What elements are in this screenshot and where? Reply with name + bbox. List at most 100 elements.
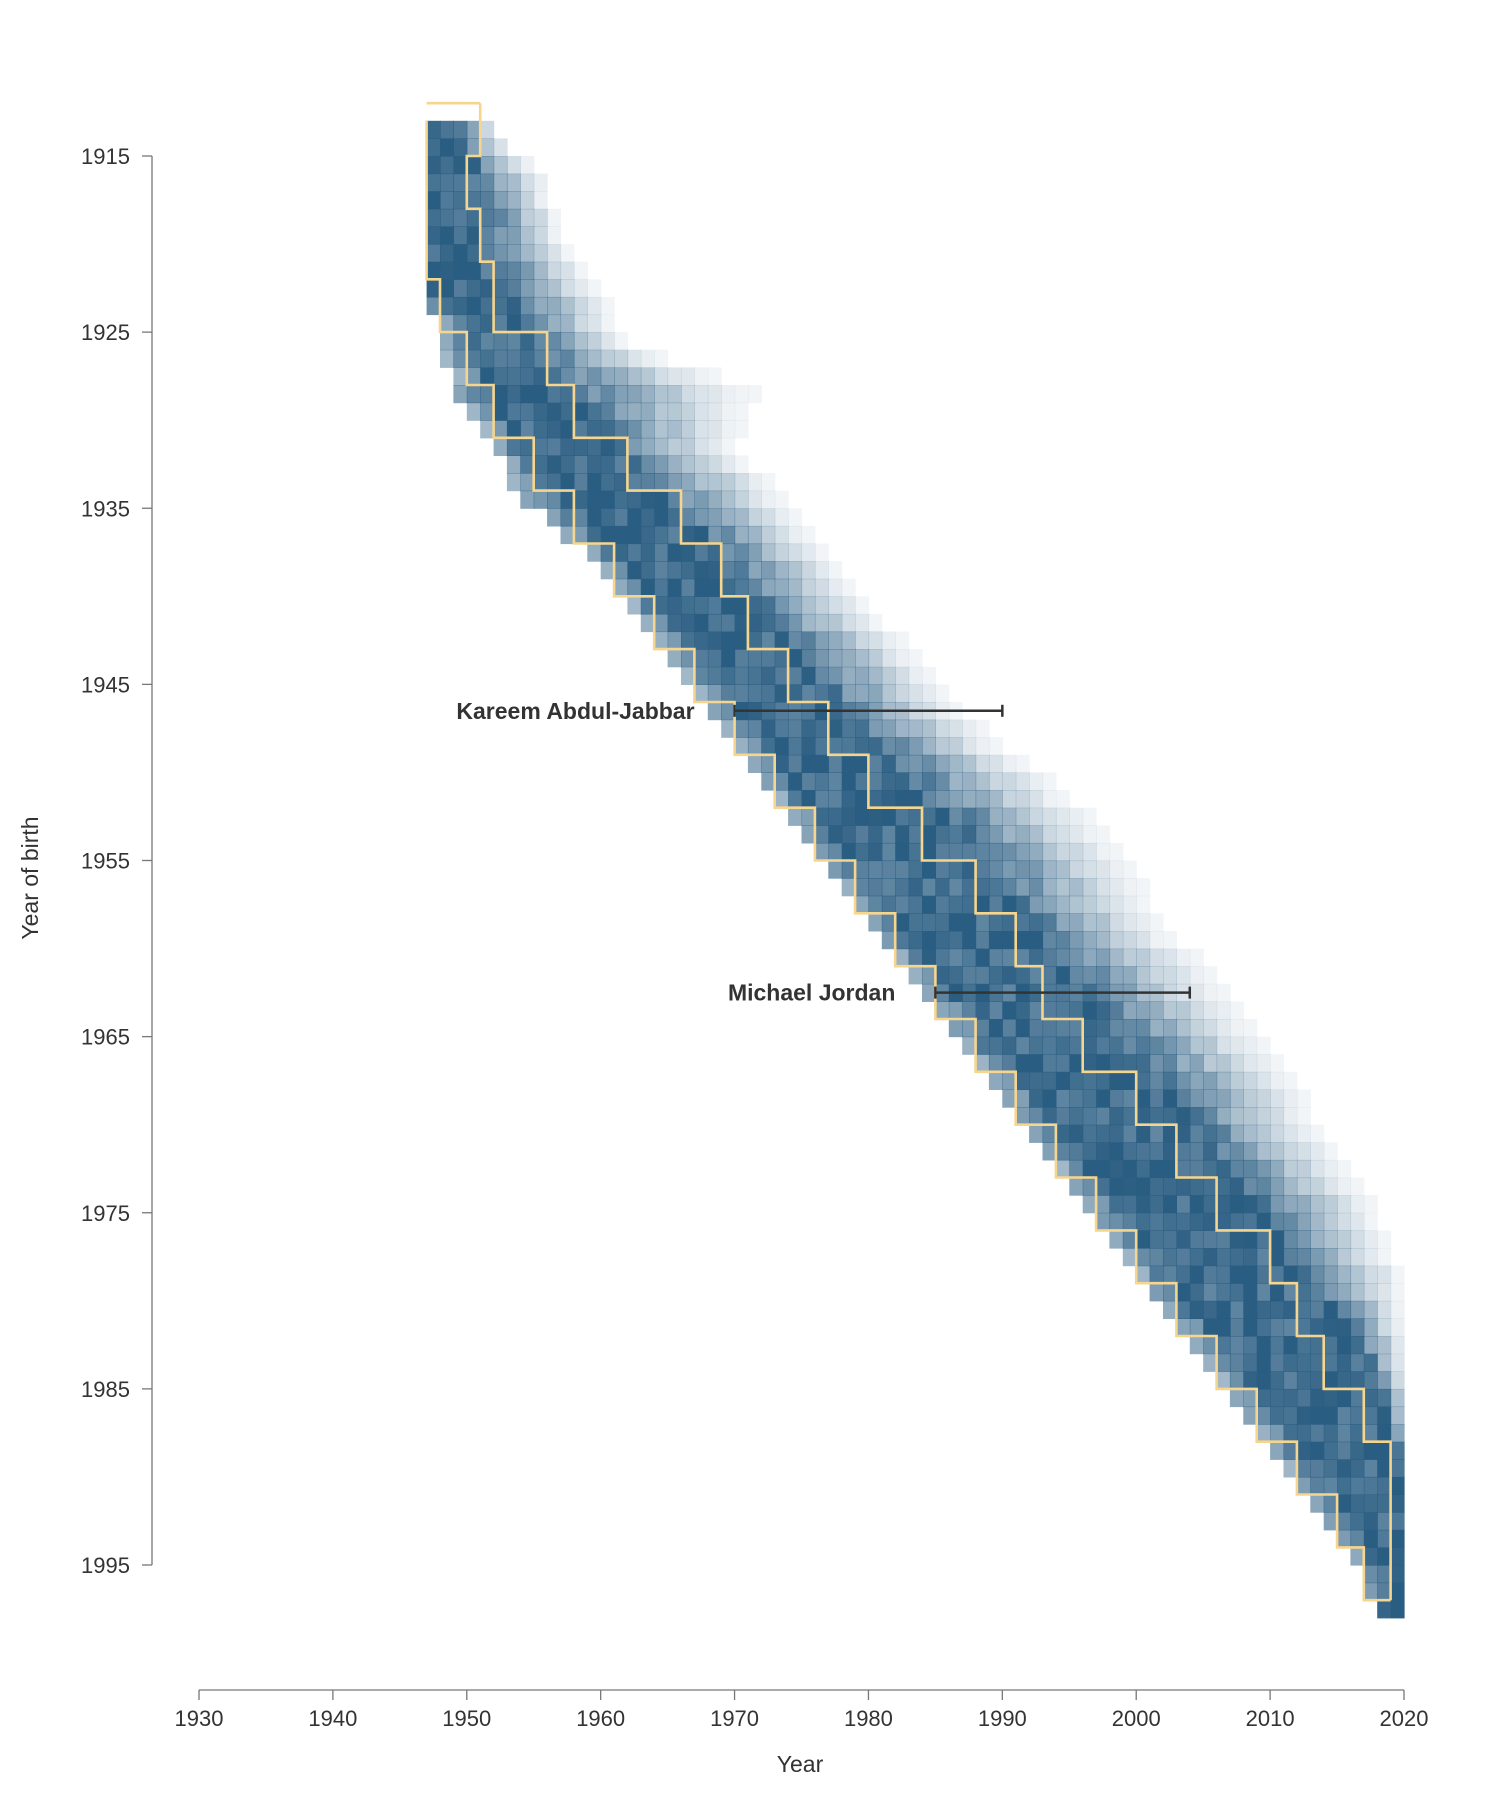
heat-cell [1203,1212,1218,1231]
heat-cell [1296,1318,1311,1337]
heat-cell [1363,1565,1378,1584]
heat-cell [881,737,896,756]
heat-cell [1109,895,1124,914]
heat-cell [1082,1195,1097,1214]
heat-cell [600,508,615,527]
heat-cell [614,508,629,527]
heat-cell [1350,1512,1365,1531]
heat-cell [1296,1107,1311,1126]
heat-cell [694,525,709,545]
y-tick-label: 1945 [81,672,130,697]
heat-cell [560,437,575,456]
heat-cell [694,402,709,421]
heat-cell [533,385,548,404]
heat-cell [1310,1124,1325,1143]
heat-cell [1377,1371,1392,1390]
heat-cell [654,578,669,597]
heat-cell [1310,1353,1325,1372]
heat-cell [1002,1001,1017,1020]
x-tick-label: 1960 [576,1706,625,1731]
heat-cell [1229,1071,1244,1090]
heat-cell [988,754,1003,773]
heat-cell [1176,1036,1191,1055]
heat-cell [506,156,521,175]
heat-cell [573,296,588,316]
heat-cell [895,719,910,738]
heat-cell [547,367,562,386]
heat-cell [1390,1424,1405,1443]
heat-cell [734,508,749,527]
heat-cell [453,226,468,245]
heat-cell [573,437,588,456]
heat-cell [1055,1089,1070,1108]
heat-cell [1176,1001,1191,1020]
heat-cell [975,772,990,791]
heat-cell [1216,1300,1231,1319]
heat-cell [1363,1318,1378,1337]
heat-cell [1270,1353,1285,1372]
heat-cell [1337,1195,1352,1214]
heat-cell [480,226,495,245]
heat-cell [935,772,950,791]
heat-cell [1136,931,1151,950]
heat-cell [493,261,508,280]
heat-cell [1136,1230,1151,1249]
heat-cell [1363,1494,1378,1513]
heat-cell [1055,878,1070,897]
heat-cell [1283,1071,1298,1090]
heat-cell [814,790,829,809]
heat-cell [908,772,923,791]
heat-cell [1283,1336,1298,1355]
heat-cell [1122,1089,1137,1108]
heat-cell [520,173,535,192]
heat-cell [520,279,535,298]
heat-cell [681,385,695,404]
heat-cell [1163,1300,1177,1319]
heat-cell [1163,1195,1177,1214]
heat-cell [573,385,588,404]
heat-cell [480,296,495,316]
heat-cell [1163,1089,1177,1108]
heat-cell [681,367,695,386]
annotation-1: Michael Jordan [728,980,1192,1006]
heat-cell [1136,1159,1151,1179]
heat-cell [667,525,682,545]
heat-cell [1096,1054,1111,1073]
annotation-label: Kareem Abdul-Jabbar [456,698,694,724]
heat-cell [721,455,736,474]
heat-cell [948,737,963,756]
heat-cell [962,931,977,950]
heat-cell [426,296,441,316]
heat-cell [1122,878,1137,897]
heat-cell [1296,1424,1311,1443]
heat-cell [721,508,736,527]
heat-cell [520,156,535,175]
heat-cell [1096,1001,1111,1020]
heat-cell [1176,1230,1191,1249]
heat-cell [1350,1336,1365,1355]
heat-cell [908,737,923,756]
heat-cell [1149,931,1164,950]
heat-cell [1149,966,1164,985]
heat-cell [573,261,588,280]
heat-cell [1055,1124,1070,1143]
heat-cell [1163,1142,1177,1161]
heat-cell [1390,1476,1405,1496]
heat-cell [707,490,722,509]
heat-cell [868,842,883,862]
heat-cell [1015,1071,1030,1090]
heat-cell [948,719,963,738]
heat-cell [707,385,722,404]
heat-cell [1323,1265,1338,1284]
heat-cell [1296,1142,1311,1161]
heat-cell [587,508,602,527]
heat-cell [895,649,910,668]
heat-cell [1296,1230,1311,1249]
heat-cell [506,261,521,280]
heat-cell [895,807,910,826]
heat-cell [1096,1212,1111,1231]
heat-cell [988,842,1003,862]
heat-cell [453,261,468,280]
heat-cell [828,613,843,633]
heat-cell [922,666,936,685]
